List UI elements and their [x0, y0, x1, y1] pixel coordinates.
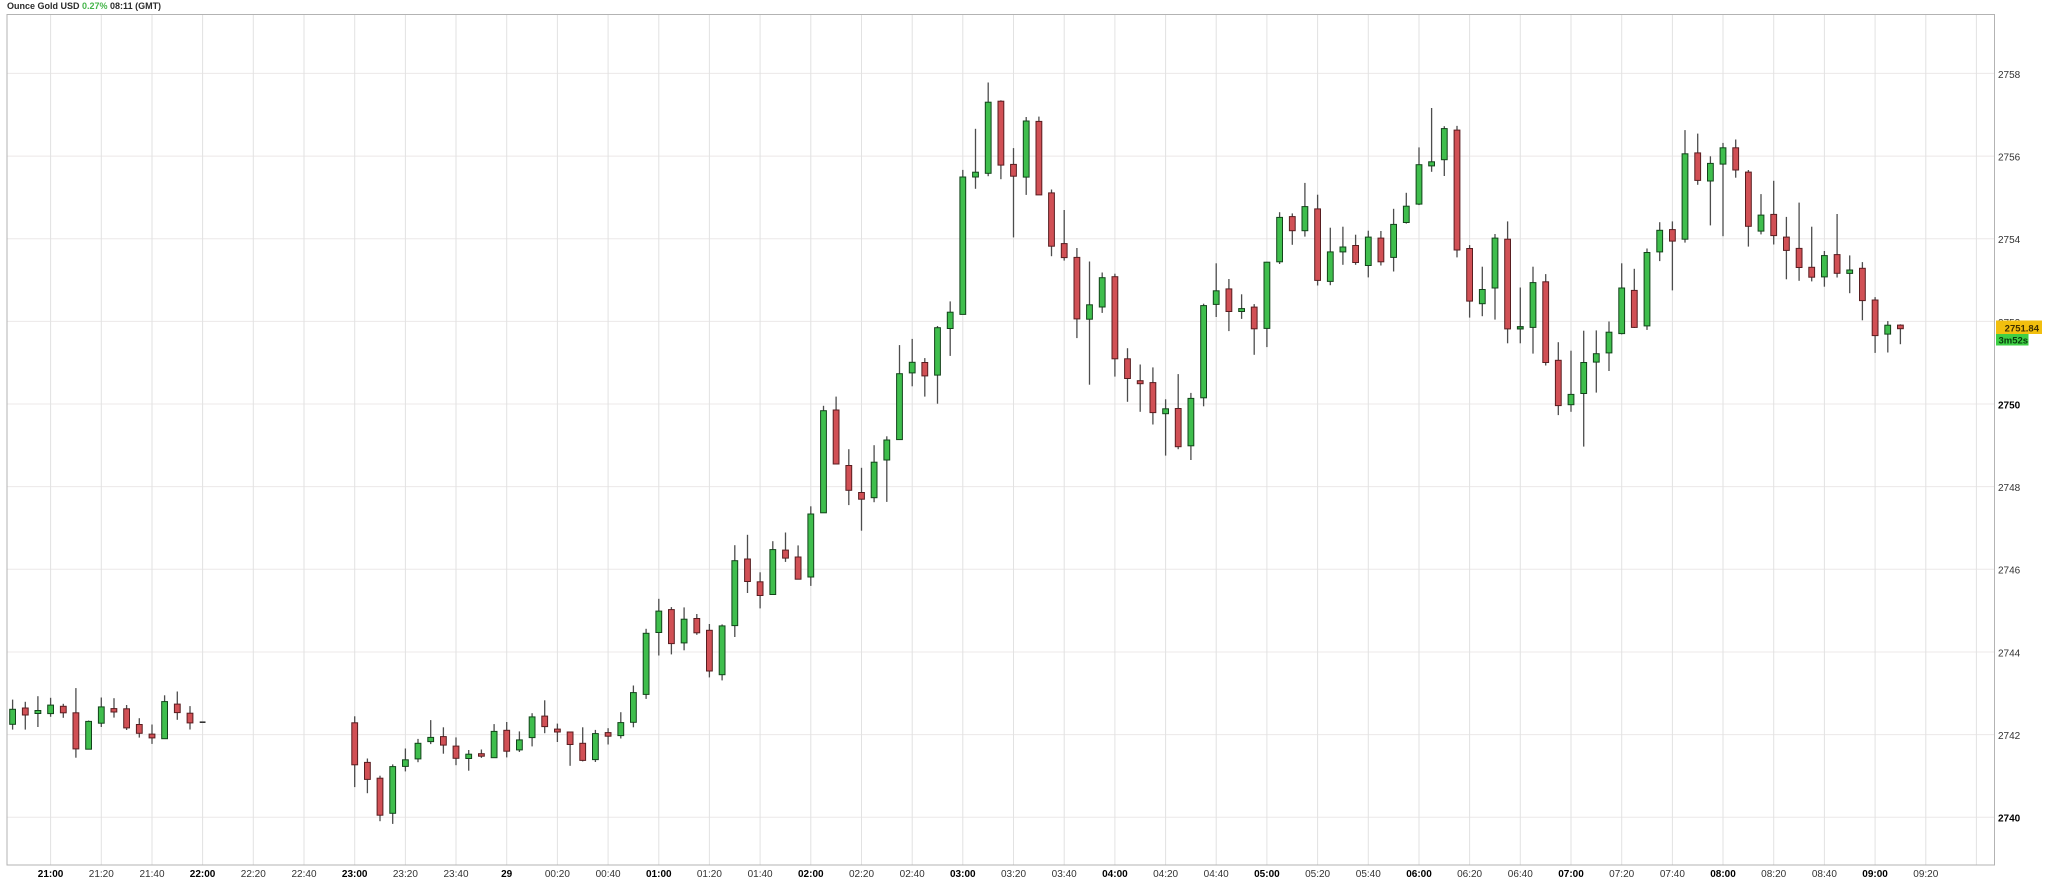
svg-text:00:20: 00:20 — [545, 869, 570, 878]
svg-text:2751.84: 2751.84 — [2005, 323, 2040, 334]
svg-text:23:20: 23:20 — [393, 869, 418, 878]
svg-text:03:00: 03:00 — [950, 869, 976, 878]
svg-text:2750: 2750 — [1998, 400, 2021, 411]
svg-text:03:20: 03:20 — [1001, 869, 1026, 878]
svg-text:02:20: 02:20 — [849, 869, 874, 878]
svg-text:2754: 2754 — [1998, 235, 2021, 246]
svg-text:Ounce Gold USD 0.27% 08:11 (GM: Ounce Gold USD 0.27% 08:11 (GMT) — [7, 1, 161, 11]
svg-text:2742: 2742 — [1998, 731, 2021, 742]
svg-text:21:20: 21:20 — [89, 869, 114, 878]
svg-text:01:40: 01:40 — [748, 869, 773, 878]
svg-text:04:20: 04:20 — [1153, 869, 1178, 878]
svg-text:22:20: 22:20 — [241, 869, 266, 878]
svg-text:03:40: 03:40 — [1052, 869, 1077, 878]
svg-text:04:00: 04:00 — [1102, 869, 1128, 878]
svg-text:22:40: 22:40 — [291, 869, 316, 878]
svg-text:23:00: 23:00 — [342, 869, 368, 878]
svg-text:3m52s: 3m52s — [1999, 336, 2029, 347]
svg-text:2756: 2756 — [1998, 153, 2021, 164]
svg-text:07:20: 07:20 — [1609, 869, 1634, 878]
svg-text:08:20: 08:20 — [1761, 869, 1786, 878]
svg-text:05:20: 05:20 — [1305, 869, 1330, 878]
svg-text:05:00: 05:00 — [1254, 869, 1280, 878]
svg-text:2740: 2740 — [1998, 814, 2021, 825]
svg-text:21:00: 21:00 — [38, 869, 64, 878]
svg-text:2758: 2758 — [1998, 70, 2021, 81]
svg-text:05:40: 05:40 — [1356, 869, 1381, 878]
svg-text:02:40: 02:40 — [900, 869, 925, 878]
svg-text:21:40: 21:40 — [139, 869, 164, 878]
svg-text:04:40: 04:40 — [1204, 869, 1229, 878]
svg-text:02:00: 02:00 — [798, 869, 824, 878]
svg-text:2744: 2744 — [1998, 648, 2021, 659]
svg-text:09:20: 09:20 — [1913, 869, 1938, 878]
svg-text:2746: 2746 — [1998, 566, 2021, 577]
svg-text:29: 29 — [501, 869, 513, 878]
svg-text:08:00: 08:00 — [1710, 869, 1736, 878]
svg-text:07:40: 07:40 — [1660, 869, 1685, 878]
svg-text:08:40: 08:40 — [1812, 869, 1837, 878]
svg-text:2748: 2748 — [1998, 483, 2021, 494]
svg-text:06:20: 06:20 — [1457, 869, 1482, 878]
svg-text:01:20: 01:20 — [697, 869, 722, 878]
svg-text:06:00: 06:00 — [1406, 869, 1432, 878]
svg-text:07:00: 07:00 — [1558, 869, 1584, 878]
svg-text:09:00: 09:00 — [1862, 869, 1888, 878]
svg-text:23:40: 23:40 — [443, 869, 468, 878]
svg-text:01:00: 01:00 — [646, 869, 672, 878]
svg-text:22:00: 22:00 — [190, 869, 216, 878]
svg-text:06:40: 06:40 — [1508, 869, 1533, 878]
svg-text:00:40: 00:40 — [596, 869, 621, 878]
